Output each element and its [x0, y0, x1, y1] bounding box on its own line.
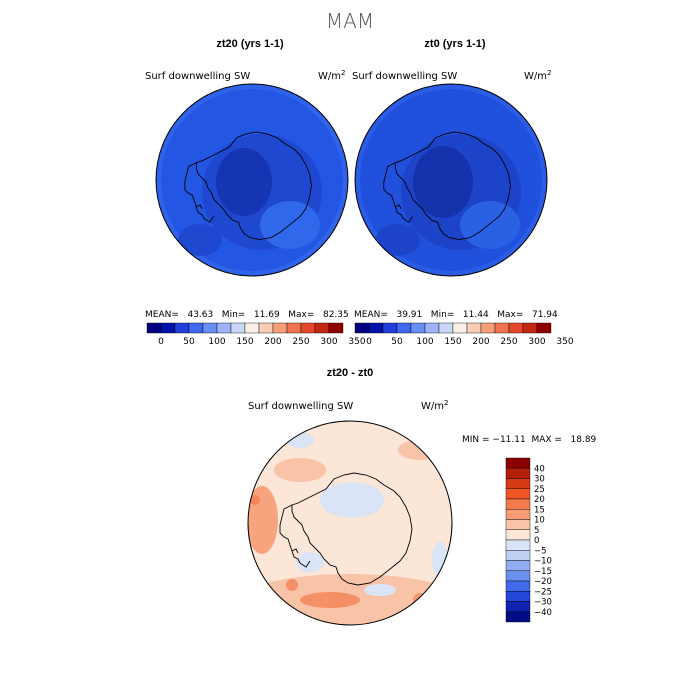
colorbar-swatch	[505, 498, 531, 510]
colorbar-tick-label: 150	[236, 337, 253, 347]
colorbar-swatch	[300, 322, 316, 334]
colorbar-swatch	[505, 509, 531, 520]
colorbar-swatch	[216, 322, 232, 334]
colorbar-tick-label: 350	[556, 337, 573, 347]
colorbar-tick-label: 15	[534, 505, 545, 515]
panel-zt0: zt0 (yrs 1-1) Surf downwelling SW W/m2 M…	[352, 38, 574, 347]
colorbar-tick-label: −40	[534, 608, 552, 618]
colorbar-swatch	[244, 322, 260, 334]
colorbar-tick-label: 200	[472, 337, 489, 347]
colorbar-zt0: 0 50 100 150 200 250 300 350	[354, 322, 574, 347]
colorbar-swatch	[505, 519, 531, 530]
colorbar-tick-label: 20	[534, 495, 545, 505]
colorbar-swatch	[505, 611, 531, 623]
colorbar-swatch	[505, 529, 531, 541]
colorbar-tick-label: 30	[534, 475, 545, 485]
colorbar-tick-label: 0	[366, 337, 372, 347]
colorbar-swatch	[505, 580, 531, 592]
colorbar-tick-label: −20	[534, 577, 552, 587]
colorbar-tick-label: 25	[534, 485, 545, 495]
colorbar-tick-label: 10	[534, 516, 545, 526]
panel-header: zt20 - zt0	[327, 367, 373, 379]
colorbar-tick-label: 300	[528, 337, 545, 347]
colorbar-swatch	[272, 322, 288, 334]
stats-label: MEAN= 43.63 Min= 11.69 Max= 82.35	[145, 310, 349, 320]
units-label: W/m2	[524, 69, 551, 82]
colorbar-tick-label: 250	[500, 337, 517, 347]
colorbar-swatch	[505, 560, 531, 571]
colorbar-tick-label: 100	[208, 337, 225, 347]
colorbar-tick-label: 50	[183, 337, 195, 347]
colorbar-swatch	[452, 322, 468, 334]
colorbar-swatch	[230, 322, 246, 334]
colorbar-swatch	[286, 322, 302, 334]
colorbar-swatch	[494, 322, 510, 334]
colorbar-swatch	[505, 468, 531, 479]
colorbar-tick-label: 50	[391, 337, 403, 347]
colorbar-tick-label: 0	[158, 337, 164, 347]
colorbar-swatch	[188, 322, 204, 334]
colorbar-swatch	[505, 591, 531, 602]
colorbar-swatch	[174, 322, 190, 334]
panel-header: zt20 (yrs 1-1)	[216, 38, 284, 50]
variable-label: Surf downwelling SW	[145, 71, 250, 82]
colorbar-swatch	[146, 322, 162, 334]
colorbar-tick-label: 0	[534, 536, 539, 546]
colorbar-tick-label: −10	[534, 557, 552, 567]
variable-label: Surf downwelling SW	[352, 71, 457, 82]
colorbar-swatch	[258, 322, 274, 334]
colorbar-swatch	[466, 322, 482, 334]
map-difference	[248, 421, 452, 625]
colorbar-swatch	[505, 570, 531, 582]
panel-header: zt0 (yrs 1-1)	[424, 38, 485, 50]
map-zt0	[355, 84, 547, 276]
colorbar-swatch	[396, 322, 412, 334]
colorbar-tick-label: 150	[444, 337, 461, 347]
colorbar-swatch	[505, 478, 531, 489]
colorbar-tick-label: −5	[534, 546, 547, 556]
map-zt20	[156, 84, 348, 276]
colorbar-swatch	[424, 322, 440, 334]
colorbar-tick-label: −25	[534, 587, 552, 597]
colorbar-tick-label: 200	[264, 337, 281, 347]
colorbar-tick-label: 40	[534, 464, 545, 474]
variable-label: Surf downwelling SW	[248, 401, 353, 412]
colorbar-swatch	[505, 539, 531, 551]
colorbar-swatch	[505, 457, 531, 469]
colorbar-swatch	[505, 601, 531, 612]
panel-zt20: zt20 (yrs 1-1) Surf downwelling SW W/m2 …	[145, 38, 366, 347]
colorbar-tick-label: 250	[292, 337, 309, 347]
colorbar-swatch	[202, 322, 218, 334]
colorbar-zt20: 0 50 100 150 200 250 300 350	[146, 322, 366, 347]
colorbar-swatch	[328, 322, 344, 334]
panel-difference: zt20 - zt0 Surf downwelling SW W/m2 MIN …	[247, 367, 597, 626]
colorbar-swatch	[160, 322, 176, 334]
colorbar-swatch	[410, 322, 426, 334]
stats-label: MEAN= 39.91 Min= 11.44 Max= 71.94	[354, 310, 558, 320]
colorbar-swatch	[314, 322, 330, 334]
colorbar-swatch	[354, 322, 370, 334]
colorbar-swatch	[382, 322, 398, 334]
colorbar-swatch	[505, 550, 531, 561]
stats-label: MIN = −11.11 MAX = 18.89	[462, 435, 597, 445]
colorbar-tick-label: 350	[348, 337, 365, 347]
colorbar-swatch	[368, 322, 384, 334]
colorbar-tick-label: 300	[320, 337, 337, 347]
units-label: W/m2	[421, 399, 448, 412]
colorbar-swatch	[480, 322, 496, 334]
colorbar-swatch	[438, 322, 454, 334]
colorbar-swatch	[508, 322, 524, 334]
colorbar-tick-label: −30	[534, 598, 552, 608]
colorbar-tick-label: 100	[416, 337, 433, 347]
figure-title: MAM	[326, 9, 374, 33]
colorbar-swatch	[505, 488, 531, 500]
units-label: W/m2	[318, 69, 345, 82]
colorbar-tick-label: −15	[534, 567, 552, 577]
colorbar-swatch	[536, 322, 552, 334]
colorbar-tick-label: 5	[534, 526, 539, 536]
colorbar-swatch	[522, 322, 538, 334]
